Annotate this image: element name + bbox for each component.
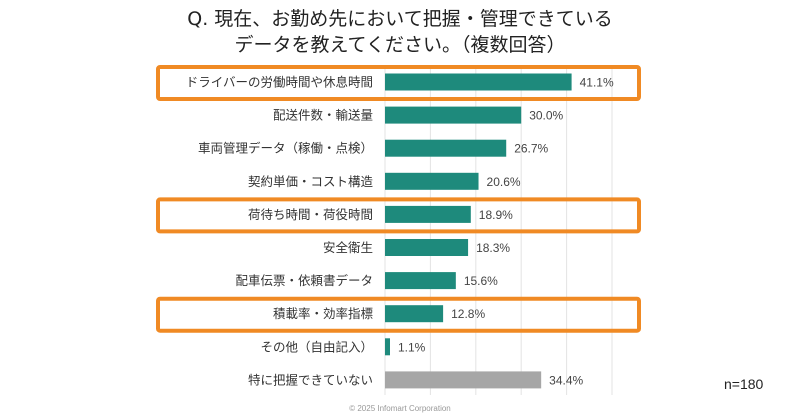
- highlight-box: [156, 65, 641, 101]
- chart-title-line-2: データを教えてください。（複数回答）: [234, 34, 566, 56]
- data-label: 34.4%: [549, 373, 583, 387]
- bar: [385, 305, 444, 323]
- highlight-box: [156, 296, 641, 333]
- data-label: 26.7%: [514, 142, 548, 156]
- data-label: 30.0%: [529, 109, 563, 123]
- bar: [385, 139, 507, 157]
- category-label: 配車伝票・依頼書データ: [235, 273, 373, 288]
- data-label: 18.3%: [476, 241, 510, 255]
- category-label: 配送件数・輸送量: [273, 108, 373, 123]
- category-label: 契約単価・コスト構造: [248, 174, 374, 189]
- copyright: © 2025 Infomart Corporation: [349, 404, 451, 413]
- sample-size: n=180: [724, 376, 764, 392]
- bar: [385, 106, 522, 124]
- highlight-box: [156, 197, 641, 234]
- category-label: 荷待ち時間・荷役時間: [248, 207, 373, 222]
- chart-title-line-1: Q. 現在、お勤め先において把握・管理できている: [187, 8, 613, 30]
- bar: [385, 172, 479, 190]
- category-label: 車両管理データ（稼働・点検）: [198, 141, 373, 156]
- bar: [385, 73, 572, 91]
- data-label: 20.6%: [487, 175, 521, 189]
- bar: [385, 371, 542, 389]
- bar: [385, 239, 469, 256]
- category-label: 積載率・効率指標: [273, 306, 374, 321]
- data-label: 1.1%: [398, 340, 426, 354]
- bar: [385, 272, 456, 290]
- data-label: 18.9%: [479, 208, 513, 222]
- data-label: 12.8%: [451, 307, 485, 321]
- data-label: 15.6%: [464, 274, 498, 288]
- category-label: 安全衛生: [323, 240, 373, 255]
- category-label: 特に把握できていない: [248, 372, 373, 387]
- bar: [385, 338, 390, 356]
- category-label: ドライバーの労働時間や休息時間: [186, 75, 373, 90]
- bar: [385, 205, 471, 223]
- category-label: その他（自由記入）: [260, 339, 373, 354]
- data-label: 41.1%: [580, 76, 614, 90]
